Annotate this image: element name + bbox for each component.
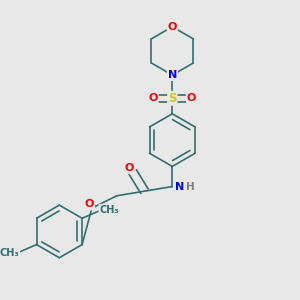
Text: H: H	[186, 182, 195, 191]
Text: N: N	[168, 70, 177, 80]
Text: S: S	[168, 92, 177, 105]
Text: N: N	[175, 182, 184, 191]
Text: O: O	[124, 163, 134, 173]
Text: CH₃: CH₃	[0, 248, 20, 258]
Text: O: O	[148, 93, 158, 103]
Text: O: O	[85, 200, 94, 209]
Text: O: O	[187, 93, 196, 103]
Text: O: O	[168, 22, 177, 32]
Text: CH₃: CH₃	[99, 205, 119, 214]
